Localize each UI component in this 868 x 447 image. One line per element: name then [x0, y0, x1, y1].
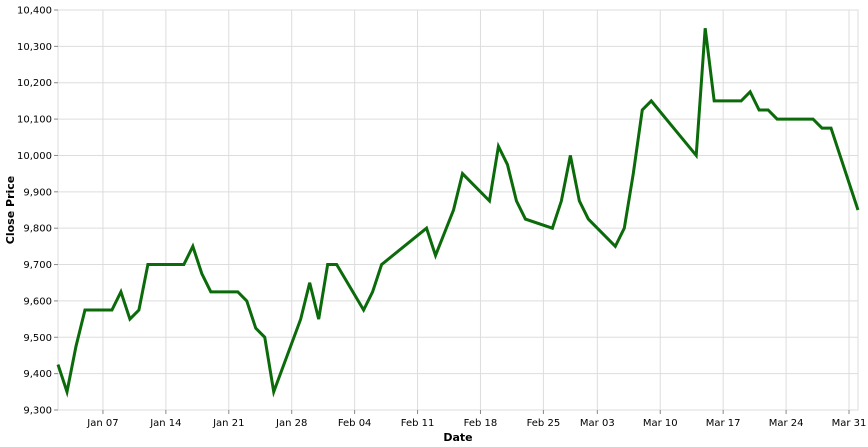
grid: [58, 9, 858, 411]
y-tick-label: 10,300: [17, 42, 52, 53]
price-line: [56, 27, 860, 398]
x-tick-label: Mar 31: [832, 418, 867, 429]
y-tick-label: 10,200: [17, 78, 52, 89]
y-tick-label: 9,300: [23, 406, 52, 417]
x-tick-label: Jan 21: [212, 418, 244, 429]
y-tick-label: 9,400: [23, 369, 52, 380]
x-tick-label: Feb 04: [338, 418, 372, 429]
y-tick-label: 9,900: [23, 187, 52, 198]
y-tick-label: 9,800: [23, 224, 52, 235]
x-tick-label: Feb 11: [401, 418, 435, 429]
x-tick-label: Feb 25: [527, 418, 561, 429]
x-tick-label: Jan 28: [275, 418, 307, 429]
x-tick-label: Feb 18: [464, 418, 498, 429]
x-tick-label: Jan 14: [149, 418, 181, 429]
y-tick-label: 10,400: [17, 6, 52, 17]
x-axis-title: Date: [443, 431, 472, 444]
y-axis-title: Close Price: [4, 176, 17, 244]
x-tick-label: Mar 24: [769, 418, 804, 429]
x-tick-label: Mar 03: [580, 418, 615, 429]
y-tick-label: 9,700: [23, 260, 52, 271]
x-tick-label: Mar 17: [706, 418, 741, 429]
y-tick-label: 9,600: [23, 296, 52, 307]
y-tick-label: 10,100: [17, 115, 52, 126]
x-tick-label: Jan 07: [86, 418, 118, 429]
y-tick-label: 10,000: [17, 151, 52, 162]
x-tick-label: Mar 10: [643, 418, 678, 429]
plot-frame: [57, 9, 859, 411]
y-tick-label: 9,500: [23, 333, 52, 344]
